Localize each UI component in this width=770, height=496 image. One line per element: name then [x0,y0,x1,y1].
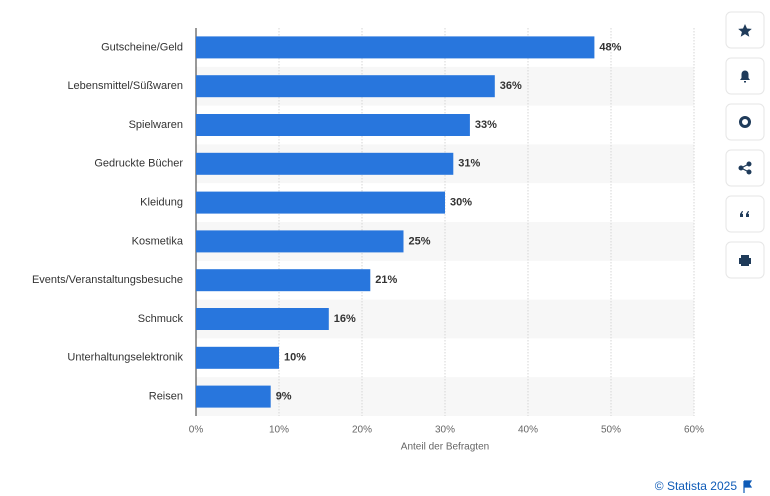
flag-icon [743,480,753,493]
y-tick-label: Kosmetika [132,235,184,247]
x-axis-label: Anteil der Befragten [401,442,489,453]
y-tick-label: Gutscheine/Geld [101,41,183,53]
bar [196,36,595,59]
credit: © Statista 2025 [655,479,738,493]
bar [196,191,445,214]
y-tick-label: Spielwaren [129,119,183,131]
x-tick-label: 50% [601,425,621,436]
y-tick-label: Reisen [149,391,183,403]
bell-icon [740,70,750,83]
y-tick-label: Kleidung [140,197,183,209]
y-tick-label: Gedruckte Bücher [94,158,183,170]
y-tick-label: Unterhaltungselektronik [67,352,183,364]
value-label: 33% [475,119,497,131]
x-tick-label: 60% [684,425,704,436]
x-tick-label: 30% [435,425,455,436]
value-label: 9% [276,391,292,403]
settings-button[interactable] [725,103,765,141]
bar [196,308,329,330]
value-label: 31% [458,158,480,170]
value-label: 30% [450,197,472,209]
bar [196,346,279,369]
y-tick-label: Events/Veranstaltungsbesuche [32,274,183,286]
star-icon [738,24,752,37]
bar [196,269,371,292]
share-icon [738,161,752,175]
x-tick-label: 10% [269,425,289,436]
x-tick-label: 0% [189,425,204,436]
bar [196,385,271,408]
bar [196,75,495,98]
value-label: 25% [409,235,431,247]
x-tick-label: 40% [518,425,538,436]
bar [196,230,404,253]
printer-icon [739,255,751,266]
share-button[interactable] [725,149,765,187]
value-label: 48% [599,41,621,53]
gear-icon [739,116,751,128]
y-tick-label: Schmuck [138,313,184,325]
cite-button[interactable] [725,195,765,233]
value-label: 10% [284,352,306,364]
x-tick-label: 20% [352,425,372,436]
y-tick-label: Lebensmittel/Süßwaren [67,80,183,92]
toolbar [725,11,765,279]
quote-icon [740,211,749,217]
value-label: 16% [334,313,356,325]
value-label: 21% [375,274,397,286]
value-label: 36% [500,80,522,92]
bar [196,152,454,175]
bar [196,114,470,136]
